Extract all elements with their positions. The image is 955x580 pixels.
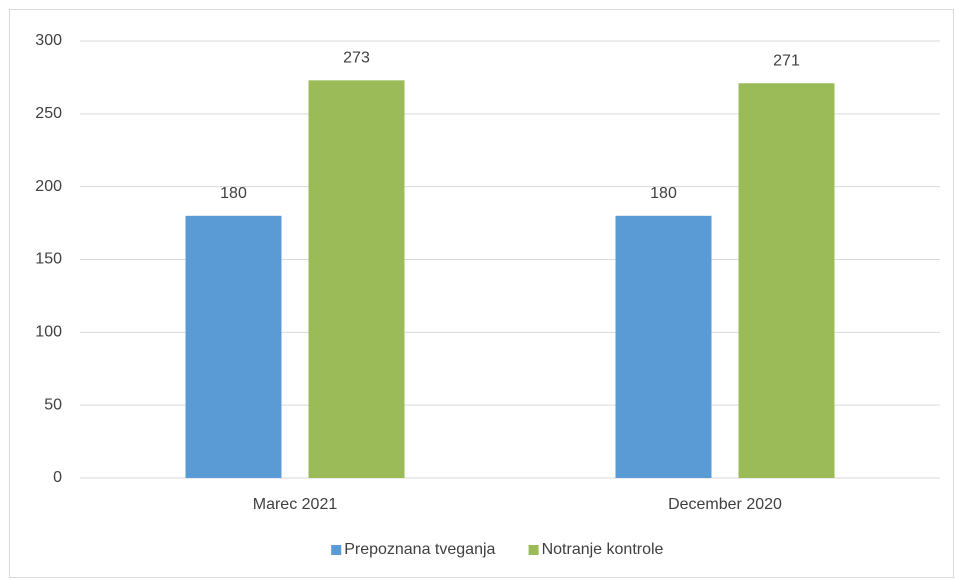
- y-tick-label: 300: [35, 32, 62, 49]
- legend-label: Notranje kontrole: [542, 541, 664, 558]
- legend-label: Prepoznana tveganja: [344, 541, 495, 558]
- y-tick-label: 50: [44, 396, 62, 413]
- y-tick-label: 0: [53, 469, 62, 486]
- legend-swatch: [331, 545, 342, 555]
- y-tick-label: 250: [35, 105, 62, 122]
- bar: [308, 80, 405, 478]
- data-label: 180: [650, 185, 677, 202]
- bar: [185, 215, 282, 479]
- y-tick-label: 200: [35, 178, 62, 195]
- data-label: 271: [773, 52, 800, 69]
- legend-swatch: [528, 545, 539, 555]
- y-tick-label: 150: [35, 251, 62, 268]
- data-label: 180: [220, 185, 247, 202]
- y-tick-label: 100: [35, 324, 62, 341]
- x-tick-label: Marec 2021: [253, 496, 338, 513]
- bar: [615, 215, 712, 479]
- x-tick-label: December 2020: [668, 496, 782, 513]
- bar: [738, 83, 835, 478]
- data-label: 273: [343, 50, 370, 67]
